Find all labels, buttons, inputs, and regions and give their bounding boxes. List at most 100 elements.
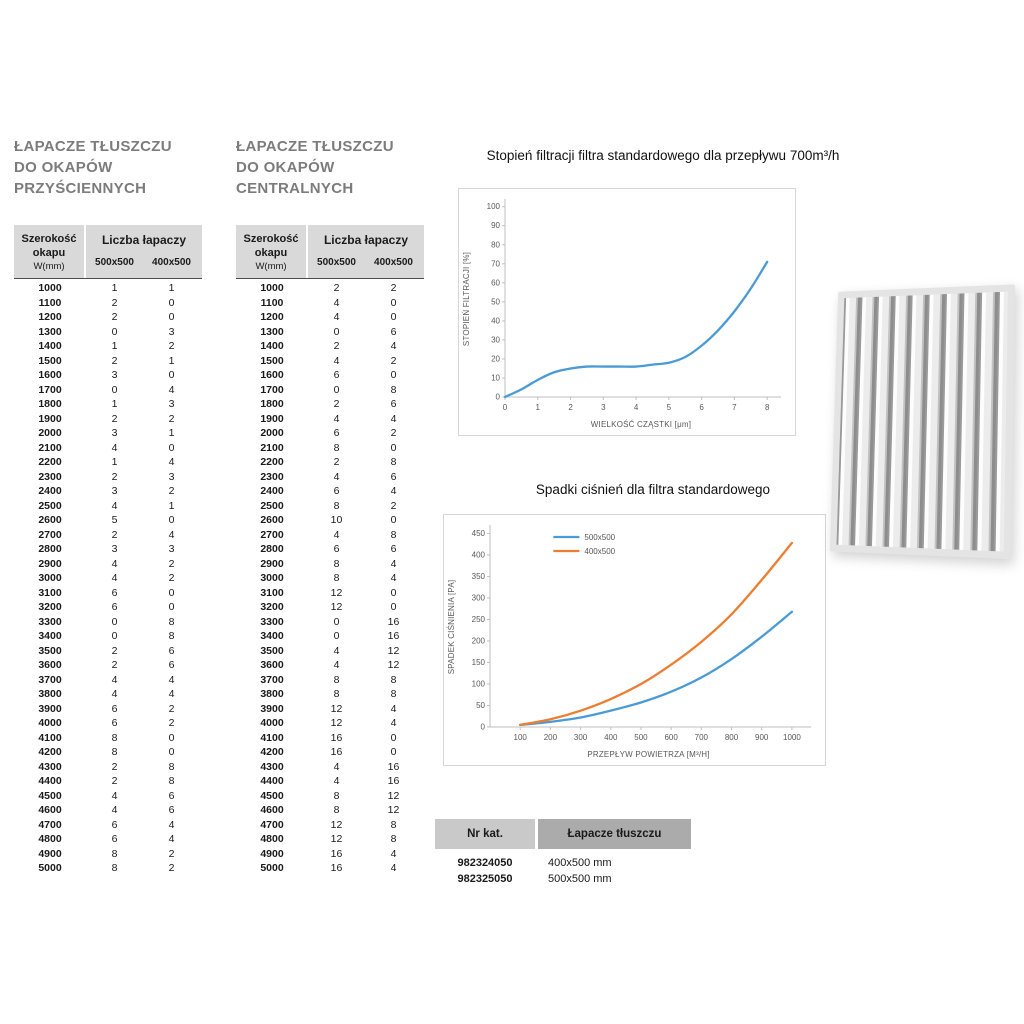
table-cell: 3 <box>168 398 175 410</box>
table-cell: 4 <box>333 775 340 787</box>
table-cell: 12 <box>330 818 343 831</box>
wall-table-body: 1000 1 1 1100 2 0 1200 2 0 1300 0 3 1400 1 2 1500 2 1 1600… <box>14 279 202 876</box>
table-cell: 2400 <box>260 485 284 497</box>
table-row: 2300 4 6 <box>236 470 424 485</box>
table-cell: 4 <box>390 557 397 570</box>
catalog-header-type: Łapacze tłuszczu <box>538 819 691 849</box>
table-cell: 2 <box>390 499 397 512</box>
table-cell: 6 <box>333 485 340 497</box>
table-cell: 4300 <box>38 760 62 773</box>
table-cell: 8 <box>168 615 175 628</box>
table-cell: 2 <box>168 412 175 425</box>
table-cell: 3400 <box>38 630 62 642</box>
table-cell: 4 <box>333 659 340 671</box>
table-cell: 4200 <box>260 746 284 758</box>
table-cell: 3400 <box>260 630 284 642</box>
table-cell: 4500 <box>38 789 62 802</box>
table-row: 4600 4 6 <box>14 803 202 818</box>
table-cell: 8 <box>390 383 397 396</box>
table-row: 2700 4 8 <box>236 528 424 543</box>
table-row: 5000 16 4 <box>236 861 424 876</box>
table-cell: 4600 <box>260 804 284 816</box>
svg-text:7: 7 <box>732 403 737 412</box>
table-row: 2100 4 0 <box>14 441 202 456</box>
table-cell: 2 <box>111 470 118 483</box>
table-cell: 4 <box>333 412 340 425</box>
svg-text:100: 100 <box>514 733 528 742</box>
table-cell: 8 <box>390 528 397 541</box>
table-cell: 4 <box>390 485 397 497</box>
wall-table-header: Szerokość okapu W(mm) Liczba łapaczy 500… <box>14 225 202 279</box>
table-cell: 0 <box>168 586 175 599</box>
table-cell: 4 <box>390 717 397 729</box>
table-cell: 12 <box>330 586 343 599</box>
table-row: 1700 0 4 <box>14 383 202 398</box>
table-cell: 4300 <box>260 760 284 773</box>
table-cell: 8 <box>111 731 118 744</box>
table-row: 4000 6 2 <box>14 716 202 731</box>
header-text: W(mm) <box>33 261 65 272</box>
table-cell: 1 <box>168 354 175 367</box>
table-row: 1200 2 0 <box>14 310 202 325</box>
table-cell: 8 <box>390 673 397 686</box>
table-cell: 4400 <box>260 775 284 787</box>
table-row: 3600 2 6 <box>14 658 202 673</box>
svg-text:SPADEK CIŚNIENIA [PA]: SPADEK CIŚNIENIA [PA] <box>447 580 456 675</box>
svg-text:80: 80 <box>491 240 500 249</box>
table-row: 2200 2 8 <box>236 455 424 470</box>
table-cell: 1400 <box>260 340 284 352</box>
table-row: 1500 4 2 <box>236 354 424 369</box>
central-table-body: 1000 2 2 1100 4 0 1200 4 0 1300 0 6 1400 2 4 1500 4 2 1600… <box>236 279 424 876</box>
table-row: 2400 3 2 <box>14 484 202 499</box>
table-row: 3000 8 4 <box>236 571 424 586</box>
table-row: 2400 6 4 <box>236 484 424 499</box>
svg-text:0: 0 <box>481 723 486 732</box>
table-row: 3700 4 4 <box>14 673 202 688</box>
table-cell: 3000 <box>260 572 284 584</box>
table-cell: 16 <box>330 847 343 860</box>
table-cell: 3700 <box>260 673 284 686</box>
svg-text:600: 600 <box>664 733 678 742</box>
table-cell: 2 <box>111 296 118 309</box>
table-row: 1200 4 0 <box>236 310 424 325</box>
table-row: 4100 8 0 <box>14 731 202 746</box>
table-cell: 6 <box>333 369 340 381</box>
table-cell: 2 <box>333 398 340 410</box>
table-row: 3900 6 2 <box>14 702 202 717</box>
table-cell: 0 <box>333 615 340 628</box>
table-cell: 12 <box>330 717 343 729</box>
table-cell: 4 <box>168 383 175 396</box>
title-line: CENTRALNYCH <box>236 180 354 197</box>
table-cell: 16 <box>330 731 343 744</box>
svg-text:WIELKOŚĆ CZĄSTKI [μm]: WIELKOŚĆ CZĄSTKI [μm] <box>591 420 691 429</box>
table-row: 3500 4 12 <box>236 644 424 659</box>
table-cell: 5000 <box>260 862 284 874</box>
table-cell: 2800 <box>38 543 62 555</box>
table-row: 1900 2 2 <box>14 412 202 427</box>
table-cell: 8 <box>390 456 397 468</box>
table-cell: 0 <box>111 383 118 396</box>
table-cell: 2300 <box>260 470 284 483</box>
table-cell: 3 <box>111 369 118 381</box>
table-cell: 4000 <box>260 717 284 729</box>
table-cell: 4 <box>390 412 397 425</box>
table-row: 3100 6 0 <box>14 586 202 601</box>
table-row: 3400 0 16 <box>236 629 424 644</box>
svg-text:90: 90 <box>491 221 500 230</box>
table-cell: 6 <box>111 717 118 729</box>
table-cell: 2000 <box>38 427 62 439</box>
table-cell: 2100 <box>260 441 284 454</box>
table-cell: 0 <box>168 601 175 613</box>
table-cell: 12 <box>330 601 343 613</box>
svg-text:250: 250 <box>472 615 486 624</box>
table-row: 1400 1 2 <box>14 339 202 354</box>
table-cell: 12 <box>387 804 400 816</box>
table-cell: 3 <box>168 470 175 483</box>
table-cell: 4 <box>168 833 175 845</box>
table-cell: 400x500 mm <box>548 857 612 869</box>
table-cell: 6 <box>168 789 175 802</box>
table-row: 4000 12 4 <box>236 716 424 731</box>
table-cell: 1800 <box>260 398 284 410</box>
table-row: 3900 12 4 <box>236 702 424 717</box>
table-cell: 1300 <box>260 325 284 338</box>
